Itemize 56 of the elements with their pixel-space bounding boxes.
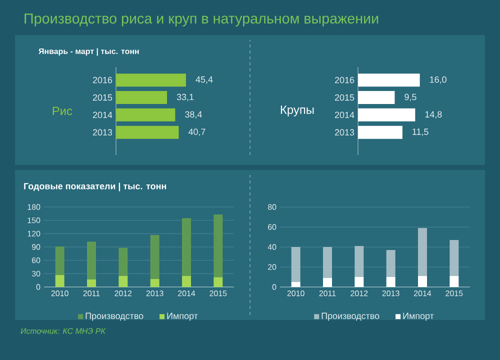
- bar: [354, 277, 364, 287]
- bar: [358, 90, 395, 104]
- bar: [116, 126, 179, 139]
- legend-label: Импорт: [403, 312, 434, 321]
- bar: [116, 74, 186, 87]
- bar: [116, 90, 168, 104]
- bar: [55, 246, 64, 275]
- bar: [116, 108, 176, 122]
- bar: [118, 248, 128, 276]
- data-label: 33,1: [176, 94, 194, 102]
- bar: [182, 276, 191, 287]
- bar: [150, 279, 160, 287]
- bar: [291, 247, 300, 282]
- y-axis-title: Крупы: [280, 106, 314, 116]
- data-label: 11,5: [412, 128, 428, 136]
- bar: [55, 275, 64, 287]
- chart-title: Годовые показатели | тыс. тонн: [24, 182, 166, 192]
- bar: [291, 282, 300, 287]
- legend-label: Производство: [86, 312, 144, 321]
- bar: [118, 276, 128, 287]
- data-label: 38,4: [185, 111, 202, 119]
- bar: [358, 126, 402, 139]
- bar: [418, 228, 427, 276]
- chart-title: Производство риса и круп в натуральном выражении: [24, 14, 378, 26]
- legend-label: Импорт: [167, 312, 198, 321]
- bar: [323, 278, 332, 287]
- y-tick-label: 2013: [92, 129, 112, 136]
- data-label: 14,8: [425, 111, 442, 119]
- y-tick-label: 2016: [92, 76, 112, 84]
- bar: [450, 240, 459, 276]
- data-label: 40,7: [188, 128, 206, 136]
- y-tick-label: 2013: [334, 129, 354, 136]
- bar: [150, 235, 160, 279]
- data-label: 9,5: [404, 94, 416, 102]
- legend-label: Производство: [322, 312, 380, 321]
- y-tick-label: 2015: [92, 94, 112, 101]
- data-label: 45,4: [196, 76, 213, 84]
- bar: [182, 218, 191, 276]
- bar: [358, 108, 416, 122]
- y-axis-title: Рис: [52, 106, 72, 116]
- bar: [418, 276, 427, 287]
- bar: [450, 276, 459, 287]
- bar: [87, 242, 96, 280]
- y-tick-label: 2014: [92, 112, 112, 118]
- bar: [87, 279, 96, 287]
- bar: [386, 250, 396, 277]
- y-tick-label: 2014: [334, 112, 354, 118]
- bar: [354, 246, 364, 277]
- bar: [358, 74, 420, 87]
- bar: [214, 277, 223, 287]
- y-tick-label: 2016: [334, 76, 354, 84]
- bar: [323, 247, 332, 278]
- data-label: 16,0: [430, 76, 446, 84]
- bar: [214, 214, 223, 278]
- bar: [386, 277, 396, 287]
- y-tick-label: 2015: [334, 94, 354, 101]
